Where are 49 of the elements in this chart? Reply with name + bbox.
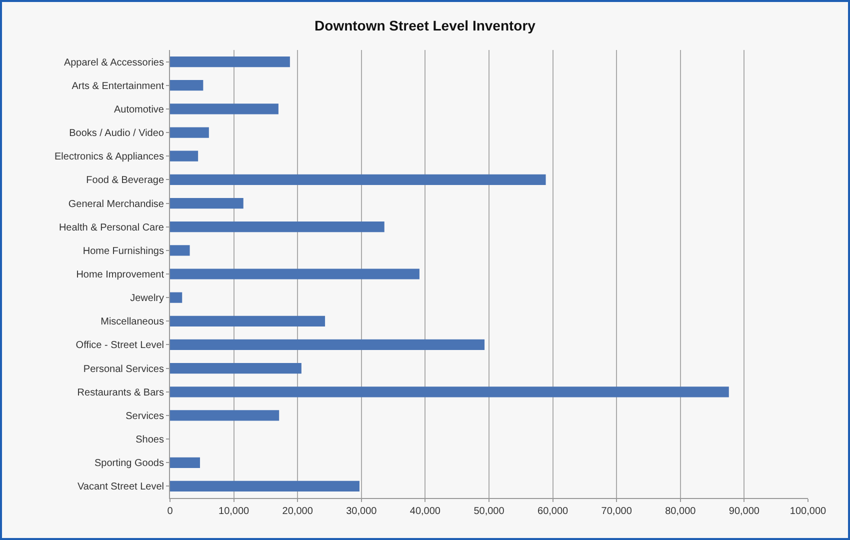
y-tick-label: Books / Audio / Video (69, 128, 164, 140)
y-tick-label: Sporting Goods (94, 458, 164, 470)
bar (170, 386, 729, 398)
bar (170, 410, 280, 421)
y-tick-label: Health & Personal Care (58, 222, 164, 234)
bar (170, 127, 209, 138)
y-tick-label: Home Furnishings (82, 246, 164, 257)
y-tick-label: Home Improvement (76, 270, 164, 280)
bar (170, 150, 198, 162)
x-tick-label: 70,000 (601, 506, 632, 517)
x-tick-label: 60,000 (538, 506, 569, 517)
y-tick-label: General Merchandise (68, 198, 164, 210)
y-tick-label: Food & Beverage (86, 175, 164, 186)
bar (170, 339, 485, 350)
y-tick-label: Electronics & Appliances (54, 152, 164, 163)
x-tick-label: 100,000 (790, 506, 827, 517)
y-tick-label: Office - Street Level (76, 340, 164, 352)
y-tick-label: Jewelry (130, 293, 164, 304)
chart-title: Downtown Street Level Inventory (314, 18, 536, 34)
bar (170, 222, 384, 232)
y-tick-label: Vacant Street Level (77, 482, 164, 493)
bar (170, 245, 190, 256)
y-tick-label: Shoes (136, 434, 164, 446)
bar (170, 80, 204, 91)
x-tick-label: 80,000 (665, 506, 696, 517)
y-tick-label: Automotive (114, 104, 164, 116)
x-tick-label: 30,000 (346, 506, 378, 517)
x-tick-label: 10,000 (218, 506, 250, 517)
bar (170, 316, 326, 326)
bar (170, 198, 244, 209)
bar (170, 268, 420, 280)
bar (170, 363, 302, 374)
y-tick-label: Services (126, 410, 164, 422)
x-tick-label: 0 (167, 506, 174, 517)
y-tick-label: Apparel & Accessories (64, 57, 164, 68)
x-tick-label: 40,000 (410, 506, 441, 517)
bar (170, 104, 278, 114)
x-tick-label: 50,000 (474, 506, 505, 517)
x-tick-label: 90,000 (728, 506, 760, 517)
bar (170, 56, 290, 68)
y-tick-label: Restaurants & Bars (77, 387, 164, 398)
y-tick-label: Personal Services (83, 364, 164, 375)
bar (170, 457, 200, 468)
y-tick-label: Arts & Entertainment (72, 80, 164, 92)
x-tick-label: 20,000 (282, 506, 314, 517)
bar (170, 480, 360, 492)
y-tick-label: Miscellaneous (100, 316, 164, 328)
bar (170, 292, 182, 303)
bar (170, 174, 546, 185)
